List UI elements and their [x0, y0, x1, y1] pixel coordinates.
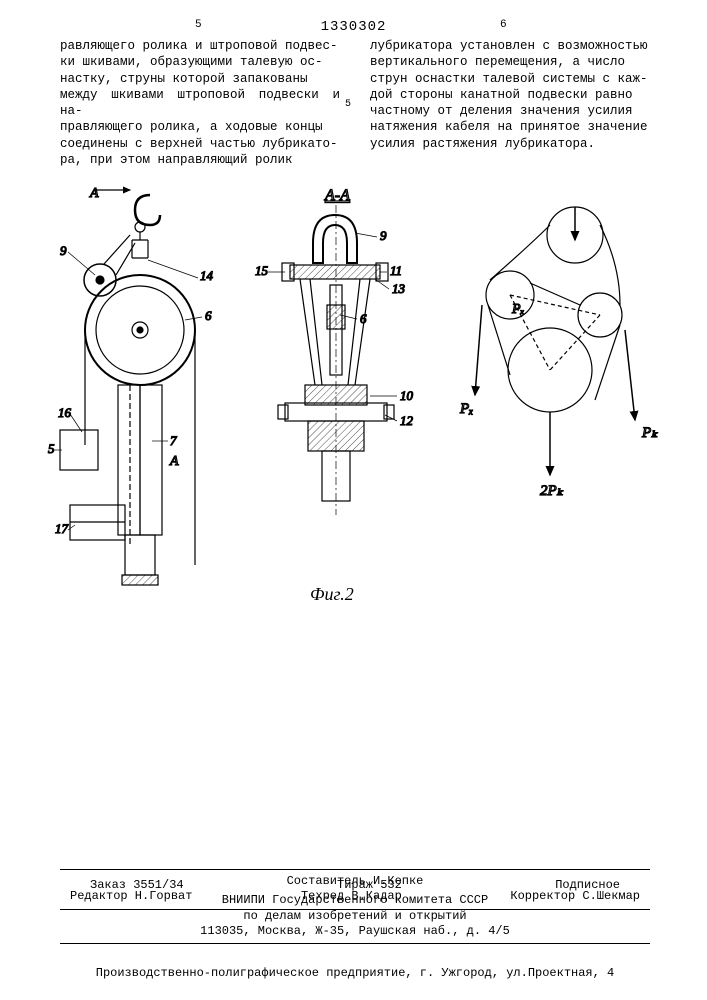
left-column-text: равляющего ролика и штроповой подвес- ки…	[60, 38, 340, 168]
svg-text:17: 17	[55, 521, 69, 536]
figure-caption: Фиг.2	[310, 583, 354, 606]
figure-svg: 9 14 6 5 16 7 17 А А А-А 9	[40, 185, 667, 615]
circulation: Тираж 532	[337, 878, 402, 894]
signed: Подписное	[555, 878, 620, 894]
left-assembly	[60, 190, 195, 585]
svg-text:А: А	[169, 454, 179, 469]
svg-text:15: 15	[255, 263, 269, 278]
org-address: 113035, Москва, Ж-35, Раушская наб., д. …	[60, 924, 650, 940]
org-line2: по делам изобретений и открытий	[60, 909, 650, 925]
page-number-right: 6	[500, 18, 507, 32]
svg-text:7: 7	[170, 433, 177, 448]
section-a-a: А-А	[278, 187, 394, 515]
footer-info: Заказ 3551/34 Тираж 532 Подписное ВНИИПИ…	[60, 875, 650, 944]
svg-text:11: 11	[390, 263, 402, 278]
order-num: Заказ 3551/34	[90, 878, 184, 894]
svg-text:6: 6	[205, 308, 212, 323]
svg-text:9: 9	[60, 243, 67, 258]
svg-text:9: 9	[380, 228, 387, 243]
svg-text:А-А: А-А	[324, 187, 350, 204]
printer-line: Производственно-полиграфическое предприя…	[60, 966, 650, 982]
patent-number: 1330302	[321, 18, 387, 36]
page-number-left: 5	[195, 18, 202, 32]
svg-text:2Pₖ: 2Pₖ	[540, 483, 564, 499]
svg-text:13: 13	[392, 281, 406, 296]
force-diagram	[475, 207, 635, 475]
svg-text:5: 5	[48, 441, 55, 456]
svg-text:Pₓ: Pₓ	[511, 302, 525, 317]
figure-area: 9 14 6 5 16 7 17 А А А-А 9	[40, 185, 667, 615]
svg-text:Pₖ: Pₖ	[641, 425, 658, 441]
svg-text:Pₓ: Pₓ	[459, 401, 473, 417]
svg-text:А: А	[89, 186, 99, 201]
line-number: 5	[345, 98, 351, 111]
org-line: ВНИИПИ Государственного комитета СССР	[60, 893, 650, 909]
right-column-text: лубрикатора установлен с возможностью ве…	[370, 38, 650, 152]
svg-text:10: 10	[400, 388, 414, 403]
svg-text:6: 6	[360, 311, 367, 326]
svg-text:14: 14	[200, 268, 214, 283]
svg-text:12: 12	[400, 413, 414, 428]
svg-text:16: 16	[58, 405, 72, 420]
